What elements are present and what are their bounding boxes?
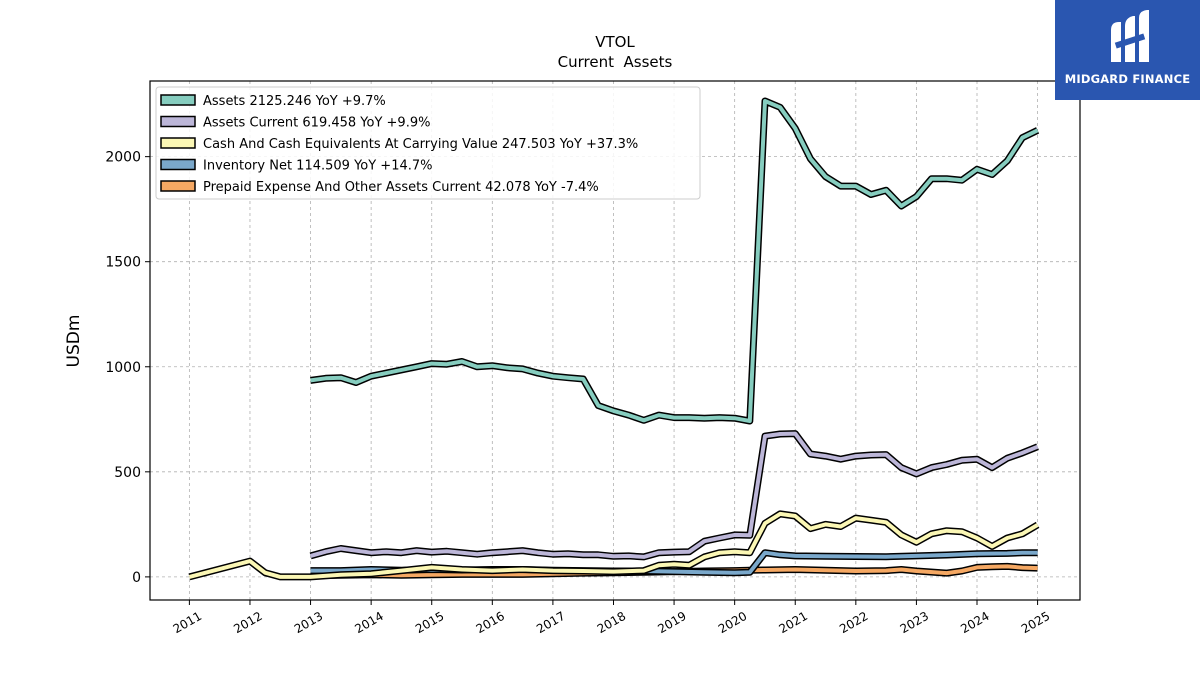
- x-tick-label: 2022: [837, 609, 870, 636]
- legend-label: Inventory Net 114.509 YoY +14.7%: [203, 159, 433, 174]
- series-assets: [310, 97, 1040, 425]
- y-tick-label: 1000: [105, 360, 141, 376]
- chart-legend: Assets 2125.246 YoY +9.7% Assets Current …: [155, 86, 701, 200]
- plot-area-frame: [149, 80, 1081, 601]
- legend-frame: [155, 86, 701, 200]
- series-line: [188, 511, 1039, 579]
- logo-text: MIDGARD FINANCE: [1064, 72, 1191, 86]
- x-tick-label: 2014: [352, 609, 385, 636]
- y-tick-label: 0: [132, 570, 141, 586]
- x-tick-label: 2011: [171, 609, 204, 636]
- legend-swatch: [160, 115, 196, 128]
- legend-swatch: [160, 137, 196, 149]
- x-tick-label: 2024: [958, 609, 991, 636]
- legend-swatch: [160, 180, 196, 192]
- y-axis-label: USDm: [64, 315, 84, 368]
- x-tick-label: 2021: [777, 609, 810, 636]
- legend-label: Assets 2125.246 YoY +9.7%: [203, 94, 386, 109]
- x-tick-label: 2016: [474, 609, 507, 636]
- legend-swatch: [160, 94, 196, 106]
- series-cash-and-cash-equivalents-at-carrying-value: [188, 510, 1040, 581]
- legend-label: Prepaid Expense And Other Assets Current…: [203, 180, 599, 195]
- series-assets-current: [309, 430, 1039, 561]
- legend-label: Assets Current 619.458 YoY +9.9%: [203, 116, 430, 131]
- chart-title: VTOL: [595, 33, 635, 51]
- legend-swatch: [160, 158, 196, 171]
- y-tick-label: 2000: [105, 150, 141, 166]
- x-tick-label: 2023: [898, 609, 931, 636]
- y-tick-label: 500: [114, 465, 141, 481]
- x-tick-label: 2019: [655, 609, 688, 636]
- x-tick-label: 2018: [595, 609, 628, 636]
- x-tick-label: 2012: [231, 609, 264, 636]
- series-lines: [188, 97, 1040, 581]
- series-line: [310, 99, 1039, 423]
- x-tick-label: 2015: [413, 609, 446, 636]
- chart-subtitle: Current Assets: [558, 53, 673, 71]
- midgard-logo-icon: [1110, 10, 1149, 62]
- x-tick-label: 2020: [716, 609, 749, 636]
- y-tick-label: 1500: [105, 255, 141, 271]
- x-tick-label: 2013: [292, 609, 325, 636]
- legend-label: Cash And Cash Equivalents At Carrying Va…: [203, 137, 638, 152]
- x-tick-label: 2017: [534, 609, 567, 636]
- midgard-finance-logo: MIDGARD FINANCE: [1055, 0, 1200, 100]
- x-tick-label: 2025: [1019, 609, 1052, 636]
- series-line: [310, 431, 1039, 559]
